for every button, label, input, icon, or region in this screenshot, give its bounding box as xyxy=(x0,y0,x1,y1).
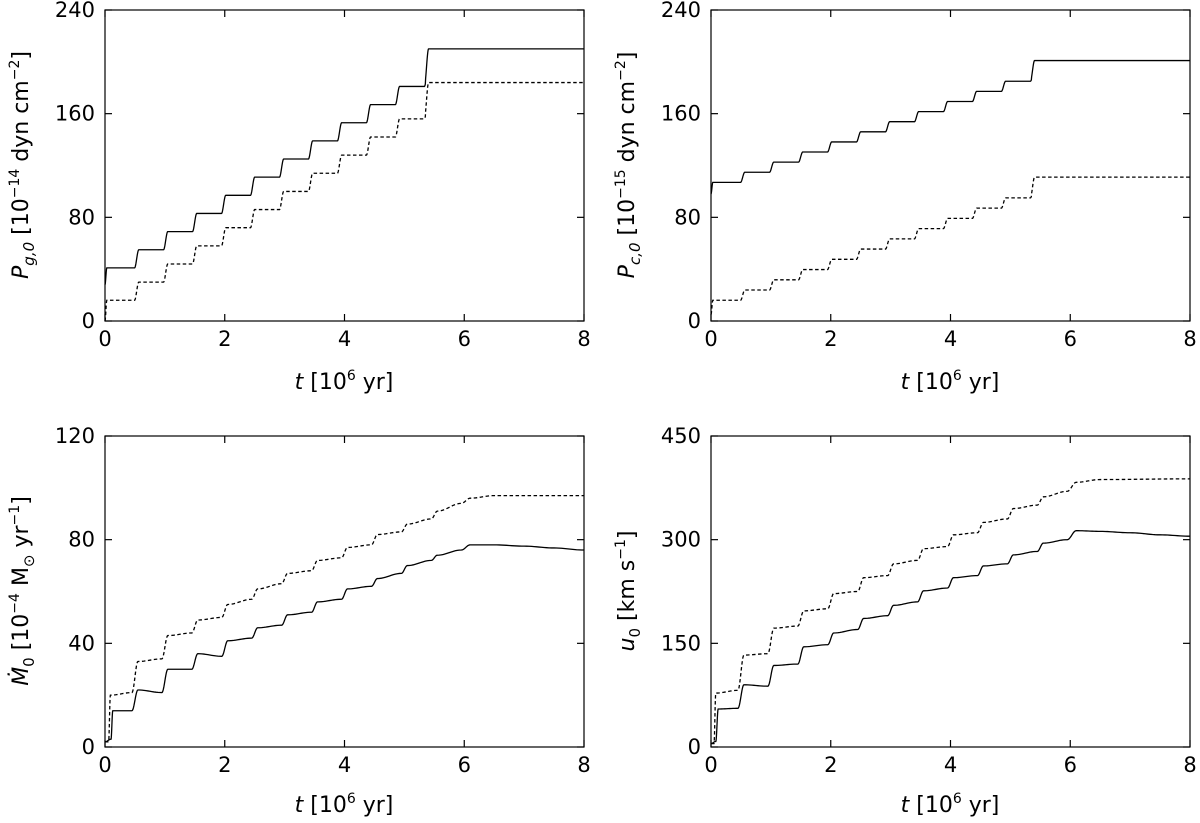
x-tick-label: 4 xyxy=(944,753,957,777)
y-tick-label: 300 xyxy=(661,528,701,552)
y-axis-label: Pg,0 [10−14 dyn cm−2] xyxy=(7,51,38,279)
series-line-dashed xyxy=(105,494,584,743)
ticks xyxy=(710,435,1191,748)
x-axis-label: t [106 yr] xyxy=(901,791,1000,818)
y-tick-label: 160 xyxy=(661,102,701,126)
series-line-dashed xyxy=(711,478,1191,745)
x-tick-label: 2 xyxy=(824,753,837,777)
ticks xyxy=(710,9,1191,322)
x-tick-label: 4 xyxy=(338,327,351,351)
y-tick-label: 160 xyxy=(55,102,95,126)
y-tick-label: 0 xyxy=(688,309,701,333)
y-tick-label: 240 xyxy=(661,0,701,22)
plot-frame xyxy=(104,435,585,748)
y-axis-label: Ṁ0 [10−4 M⊙ yr−1] xyxy=(7,496,38,686)
x-axis-label: t [106 yr] xyxy=(901,368,1000,395)
y-tick-label: 0 xyxy=(82,735,95,759)
series-line-dashed xyxy=(710,176,1190,315)
series-line-solid xyxy=(104,544,585,743)
series-line-solid xyxy=(104,48,584,285)
x-tick-label: 6 xyxy=(1064,327,1077,351)
series-lines xyxy=(710,478,1191,745)
x-tick-label: 0 xyxy=(98,327,111,351)
series-lines xyxy=(104,494,585,743)
ticks xyxy=(104,435,585,748)
x-tick-label: 6 xyxy=(458,327,471,351)
x-tick-label: 2 xyxy=(218,327,231,351)
series-line-dashed xyxy=(104,81,584,322)
x-tick-label: 0 xyxy=(704,327,717,351)
x-tick-label: 0 xyxy=(98,753,111,777)
x-tick-label: 2 xyxy=(824,327,837,351)
plot-frame xyxy=(710,435,1191,748)
y-axis-label: u0 [km s−1] xyxy=(613,531,644,652)
x-tick-label: 6 xyxy=(1064,753,1077,777)
x-tick-label: 8 xyxy=(577,327,590,351)
y-tick-label: 240 xyxy=(55,0,95,22)
x-axis-label: t [106 yr] xyxy=(295,368,394,395)
y-tick-label: 80 xyxy=(674,205,701,229)
x-tick-label: 4 xyxy=(338,753,351,777)
y-tick-label: 80 xyxy=(68,528,95,552)
y-tick-label: 0 xyxy=(82,309,95,333)
x-tick-label: 8 xyxy=(577,753,590,777)
y-tick-label: 150 xyxy=(661,631,701,655)
plot-frame xyxy=(104,9,585,322)
ticks xyxy=(104,9,585,322)
y-tick-label: 120 xyxy=(55,424,95,448)
tick-labels: 0 2 4 6 8 0 150 300 450 xyxy=(661,424,1197,777)
series-line-solid xyxy=(710,530,1191,745)
series-lines xyxy=(710,59,1190,315)
panel-u0: 0 2 4 6 8 0 150 300 450 t [106 yr] u0 [km s−1] xyxy=(613,424,1197,818)
x-tick-label: 4 xyxy=(944,327,957,351)
plot-frame xyxy=(710,9,1191,322)
y-tick-label: 450 xyxy=(661,424,701,448)
x-tick-label: 6 xyxy=(458,753,471,777)
x-axis-label: t [106 yr] xyxy=(295,791,394,818)
x-tick-label: 0 xyxy=(704,753,717,777)
x-tick-label: 2 xyxy=(218,753,231,777)
y-tick-label: 40 xyxy=(68,631,95,655)
y-tick-label: 80 xyxy=(68,205,95,229)
x-tick-label: 8 xyxy=(1183,753,1196,777)
y-axis-label: Pc,0 [10−15 dyn cm−2] xyxy=(613,52,644,279)
series-lines xyxy=(104,48,584,322)
y-tick-label: 0 xyxy=(688,735,701,759)
series-line-solid xyxy=(710,59,1190,195)
x-tick-label: 8 xyxy=(1183,327,1196,351)
